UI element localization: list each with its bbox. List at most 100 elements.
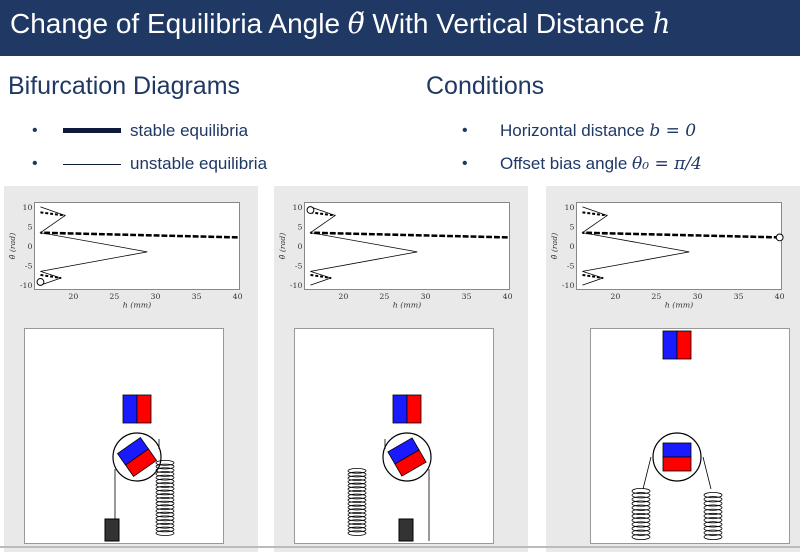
bifurcation-plot-1: 10 5 0 -5 -10 20 25 30 35 40 θ̃ (rad) h (mm)	[8, 202, 243, 310]
title-text-mid: With Vertical Distance	[364, 8, 653, 39]
unstable-line-sample	[63, 164, 121, 165]
spring-coil	[155, 508, 175, 514]
spring-coil	[347, 504, 367, 511]
simulation-frame-1	[24, 328, 224, 544]
x-tick-label: 20	[338, 292, 348, 301]
bifurcation-plot-2: 10 5 0 -5 -10 20 25 30 35 40 θ̃ (rad) h (mm)	[278, 202, 513, 310]
weight-right	[398, 518, 414, 542]
x-tick-label: 40	[233, 292, 243, 301]
spring-coil	[631, 521, 651, 528]
x-tick-label: 35	[462, 292, 472, 301]
spring-coil	[347, 530, 367, 537]
spring-coil	[347, 482, 367, 489]
condition-offset: Offset bias angle θ₀ = π/4	[500, 154, 702, 174]
stable-curve-bottom	[310, 273, 332, 280]
spring-coil	[347, 511, 367, 518]
y-tick-label: -10	[290, 281, 303, 290]
current-state-marker	[775, 233, 784, 242]
stable-curve	[582, 231, 780, 239]
condition-text: Offset bias angle	[500, 154, 632, 173]
x-axis-label: h (mm)	[665, 301, 693, 310]
x-tick-label: 25	[109, 292, 119, 301]
x-tick-label: 35	[192, 292, 202, 301]
y-tick-label: 5	[569, 222, 574, 231]
simulation-scene-2	[347, 394, 432, 542]
spring-coil	[703, 533, 723, 541]
weight-left	[104, 518, 120, 542]
spring-coil	[155, 467, 175, 474]
spring-coil	[155, 482, 175, 488]
title-text: Change of Equilibria Angle	[10, 8, 348, 39]
unstable-curve	[309, 206, 418, 286]
spring-coil	[155, 489, 175, 496]
spring-coil	[631, 533, 651, 541]
spring-coil	[347, 467, 367, 474]
spring-coil	[155, 522, 175, 529]
y-tick-label: -5	[567, 261, 575, 270]
stable-line-sample	[63, 128, 121, 133]
stable-curve-bottom	[40, 273, 62, 280]
spring-coil	[347, 500, 367, 507]
spring-coil	[347, 508, 367, 515]
condition-horizontal: Horizontal distance b = 0	[500, 121, 696, 141]
spring-coil	[703, 496, 723, 503]
bullet-dot: •	[462, 155, 468, 172]
x-tick-label: 25	[379, 292, 389, 301]
spring-coil	[631, 512, 651, 520]
spring-coil	[631, 525, 651, 532]
spring-coil	[155, 511, 175, 518]
x-tick-label: 30	[693, 292, 703, 301]
magnet-blue-half	[122, 394, 138, 424]
y-tick-label: -5	[25, 261, 33, 270]
spring-coil	[155, 474, 175, 481]
unstable-curve	[39, 206, 148, 286]
spring-coil	[347, 522, 367, 529]
magnet-red-half	[136, 394, 152, 424]
y-tick-label: -5	[295, 261, 303, 270]
bullet-dot: •	[32, 155, 38, 172]
spring-coil	[347, 526, 367, 533]
springs	[631, 487, 723, 541]
y-tick-label: -10	[562, 281, 575, 290]
spring-coil	[347, 478, 367, 485]
spring-coil	[631, 508, 651, 516]
unstable-curve	[581, 206, 690, 286]
y-axis-label: θ̃ (rad)	[550, 233, 559, 260]
x-axis-label: h (mm)	[123, 301, 151, 310]
y-axis-label: θ̃ (rad)	[278, 233, 287, 260]
x-axis-label: h (mm)	[393, 301, 421, 310]
spring-coil	[703, 508, 723, 515]
simulation-frame-3	[590, 328, 790, 544]
spring-coil	[155, 519, 175, 525]
y-tick-label: 0	[297, 242, 302, 251]
rotor-magnet	[387, 437, 427, 477]
x-tick-label: 30	[421, 292, 431, 301]
x-tick-label: 35	[734, 292, 744, 301]
stable-curve-top	[582, 211, 608, 217]
bifurcation-heading: Bifurcation Diagrams	[8, 72, 241, 100]
stable-curve	[40, 231, 238, 239]
spring-coil	[155, 485, 175, 492]
magnet-red-half	[676, 330, 692, 360]
simulation-scene-3	[631, 330, 723, 541]
spring-coil	[631, 492, 651, 499]
x-tick-label: 25	[651, 292, 661, 301]
spring-coil	[631, 517, 651, 524]
y-tick-label: 10	[565, 203, 575, 212]
bifurcation-plot-3: 10 5 0 -5 -10 20 25 30 35 40 θ̃ (rad) h (mm)	[550, 202, 785, 310]
spring-coil	[347, 475, 367, 482]
spring-coil	[347, 489, 367, 496]
spring-coil	[631, 487, 651, 495]
spring-coil	[155, 463, 175, 470]
spring-coil	[155, 515, 175, 522]
y-tick-label: 10	[293, 203, 303, 212]
spring-coil	[347, 519, 367, 526]
y-tick-label: 5	[297, 222, 302, 231]
stable-label: stable equilibria	[130, 121, 249, 140]
magnet-blue-half	[662, 330, 678, 360]
simulation-scene-1	[104, 394, 175, 542]
rotor-wire	[384, 439, 430, 541]
x-tick-label: 40	[775, 292, 785, 301]
rotor-magnet-blue	[662, 442, 692, 458]
title-bar: Change of Equilibria Angle θ̃ With Verti…	[0, 0, 800, 56]
